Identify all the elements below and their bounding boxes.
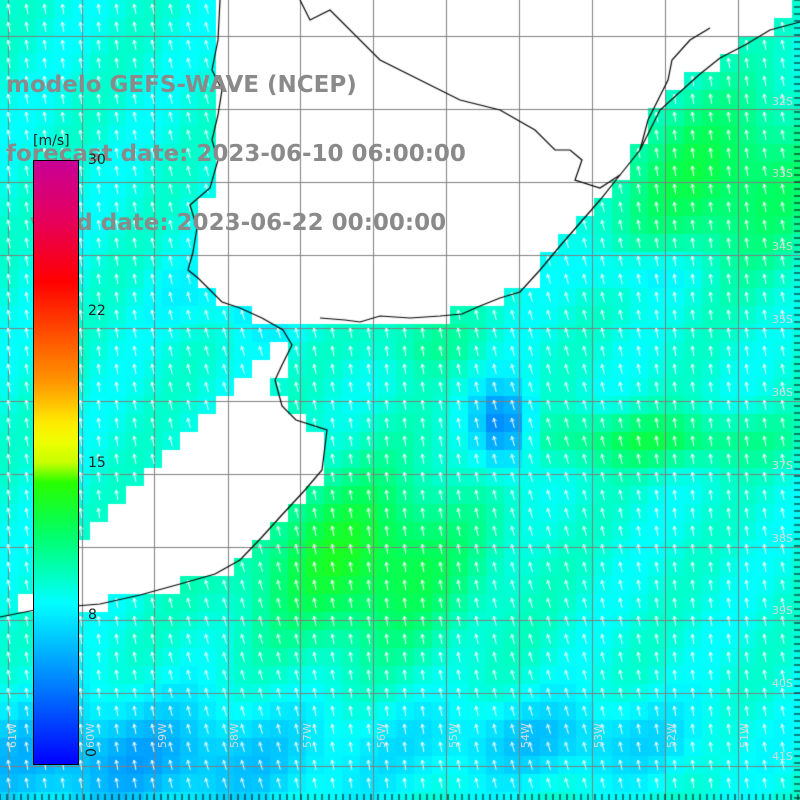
lat-label-32s: 32S: [772, 95, 793, 108]
lat-label-34s: 34S: [772, 240, 793, 253]
lon-label-57w: 57W: [301, 723, 314, 748]
lon-label-52w: 52W: [665, 723, 678, 748]
title-forecast-date: forecast date: 2023-06-10 06:00:00: [6, 141, 466, 167]
lon-label-54w: 54W: [519, 723, 532, 748]
title-valid-date: valid date: 2023-06-22 00:00:00: [6, 210, 447, 236]
lat-label-40s: 40S: [772, 677, 793, 690]
lat-label-41s: 41S: [772, 750, 793, 763]
lat-label-33s: 33S: [772, 167, 793, 180]
lat-label-36s: 36S: [772, 386, 793, 399]
lon-label-61w: 61W: [6, 723, 19, 748]
map-title: modelo GEFS-WAVE (NCEP) forecast date: 2…: [6, 28, 466, 258]
lon-label-56w: 56W: [375, 723, 388, 748]
lon-label-53w: 53W: [592, 723, 605, 748]
lat-label-35s: 35S: [772, 313, 793, 326]
lat-label-39s: 39S: [772, 604, 793, 617]
lon-label-59w: 59W: [156, 723, 169, 748]
lon-label-60w: 60W: [84, 723, 97, 748]
lon-label-55w: 55W: [447, 723, 460, 748]
title-model: modelo GEFS-WAVE (NCEP): [6, 72, 357, 98]
lat-label-38s: 38S: [772, 532, 793, 545]
lon-label-51w: 51W: [738, 723, 751, 748]
lat-label-37s: 37S: [772, 459, 793, 472]
lon-label-58w: 58W: [228, 723, 241, 748]
